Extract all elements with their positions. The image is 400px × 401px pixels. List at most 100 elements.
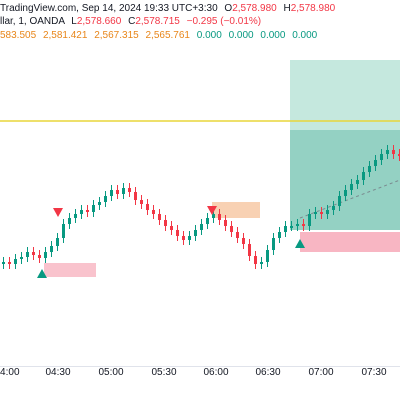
candle-body — [218, 214, 221, 220]
indicator-value-4: 2,565.761 — [145, 30, 191, 41]
ohlc-legend-row: TradingView.com, Sep 14, 2024 19:33 UTC+… — [0, 3, 400, 15]
open-value: 2,578.980 — [232, 3, 277, 14]
indicator-value-1: 583.505 — [0, 30, 37, 41]
candle-body — [176, 230, 179, 236]
time-tick: 07:00 — [308, 367, 334, 378]
candle-body — [2, 262, 5, 264]
candle-body — [254, 256, 257, 264]
buy-marker-icon — [37, 269, 47, 278]
candle-body — [152, 210, 155, 214]
candle-body — [260, 262, 263, 264]
candle-body — [134, 192, 137, 200]
candle-body — [188, 236, 191, 240]
candle-body — [350, 184, 353, 190]
candle-body — [86, 210, 89, 212]
open-label: O — [224, 3, 233, 14]
candle-body — [272, 238, 275, 250]
candle-body — [194, 230, 197, 236]
close-value: 2,578.715 — [135, 16, 180, 27]
time-tick: 04:30 — [45, 367, 71, 378]
candle-body — [278, 232, 281, 238]
candle-body — [92, 205, 95, 212]
time-tick: 04:00 — [0, 367, 20, 378]
candle-body — [242, 238, 245, 244]
candle-body — [338, 196, 341, 206]
candle-body — [314, 212, 317, 214]
candle-body — [374, 160, 377, 166]
candle-body — [122, 188, 125, 194]
candle-body — [368, 166, 371, 172]
indicator-value-3: 2,567.315 — [94, 30, 139, 41]
candle-body — [230, 226, 233, 232]
stop-loss-zone — [44, 263, 96, 277]
time-tick: 05:30 — [151, 367, 177, 378]
time-tick: 06:30 — [255, 367, 281, 378]
candle-body — [182, 236, 185, 240]
candle-body — [44, 252, 47, 258]
candle-body — [386, 150, 389, 154]
candle-body — [62, 224, 65, 238]
candle-body — [344, 190, 347, 196]
candle-body — [248, 244, 251, 256]
site-label: TradingView.com, Sep 14, 2024 19:33 UTC+… — [0, 3, 218, 14]
candle-body — [380, 154, 383, 160]
profit-target-zone — [290, 60, 400, 130]
candle-body — [38, 255, 41, 258]
candle-body — [398, 154, 400, 156]
candle-body — [56, 238, 59, 246]
candle-body — [224, 220, 227, 226]
candle-body — [320, 212, 323, 214]
candle-body — [128, 188, 131, 192]
candle-body — [284, 226, 287, 232]
time-tick: 07:30 — [361, 367, 387, 378]
close-label: C — [128, 16, 136, 27]
candle-body — [200, 224, 203, 230]
candle-body — [302, 224, 305, 226]
buy-marker-icon — [295, 239, 305, 248]
candle-body — [20, 257, 23, 259]
high-value: 2,578.980 — [290, 3, 336, 14]
candle-body — [110, 190, 113, 196]
zero-value-4: 0.000 — [292, 30, 318, 41]
candle-body — [116, 190, 119, 194]
sell-marker-icon — [53, 208, 63, 217]
candle-body — [206, 218, 209, 224]
candle-body — [80, 210, 83, 214]
profit-zone — [290, 130, 400, 230]
candle-body — [164, 220, 167, 226]
candle-body — [98, 202, 101, 205]
candle-body — [296, 224, 299, 226]
indicator-legend: 583.505 2,581.421 2,567.315 2,565.761 0.… — [0, 30, 400, 42]
time-tick: 05:00 — [98, 367, 124, 378]
sell-marker-icon — [207, 206, 217, 215]
time-tick: 06:00 — [203, 367, 229, 378]
time-axis[interactable]: 04:00 04:30 05:00 05:30 06:00 06:30 07:0… — [0, 366, 400, 401]
zero-value-1: 0.000 — [196, 30, 222, 41]
high-label: H — [283, 3, 291, 14]
candle-body — [362, 172, 365, 180]
low-label: L — [71, 16, 77, 27]
symbol-fragment: llar, 1, OANDA — [0, 16, 65, 27]
low-value: 2,578.660 — [76, 16, 122, 27]
zero-value-2: 0.000 — [228, 30, 254, 41]
candle-body — [74, 214, 77, 218]
candle-body — [212, 214, 215, 218]
candle-body — [26, 252, 29, 257]
entry-zone — [212, 202, 260, 218]
candle-body — [332, 206, 335, 210]
candle-body — [8, 262, 11, 264]
candle-body — [392, 150, 395, 154]
candle-body — [14, 259, 17, 264]
candle-body — [50, 246, 53, 252]
candle-body — [68, 218, 71, 224]
candle-body — [140, 200, 143, 204]
candle-body — [308, 214, 311, 226]
indicator-value-2: 2,581.421 — [42, 30, 88, 41]
candle-body — [32, 252, 35, 255]
candle-body — [236, 232, 239, 238]
stop-loss-zone — [300, 232, 400, 252]
zero-value-3: 0.000 — [260, 30, 286, 41]
candle-body — [290, 226, 293, 228]
candle-body — [326, 210, 329, 214]
